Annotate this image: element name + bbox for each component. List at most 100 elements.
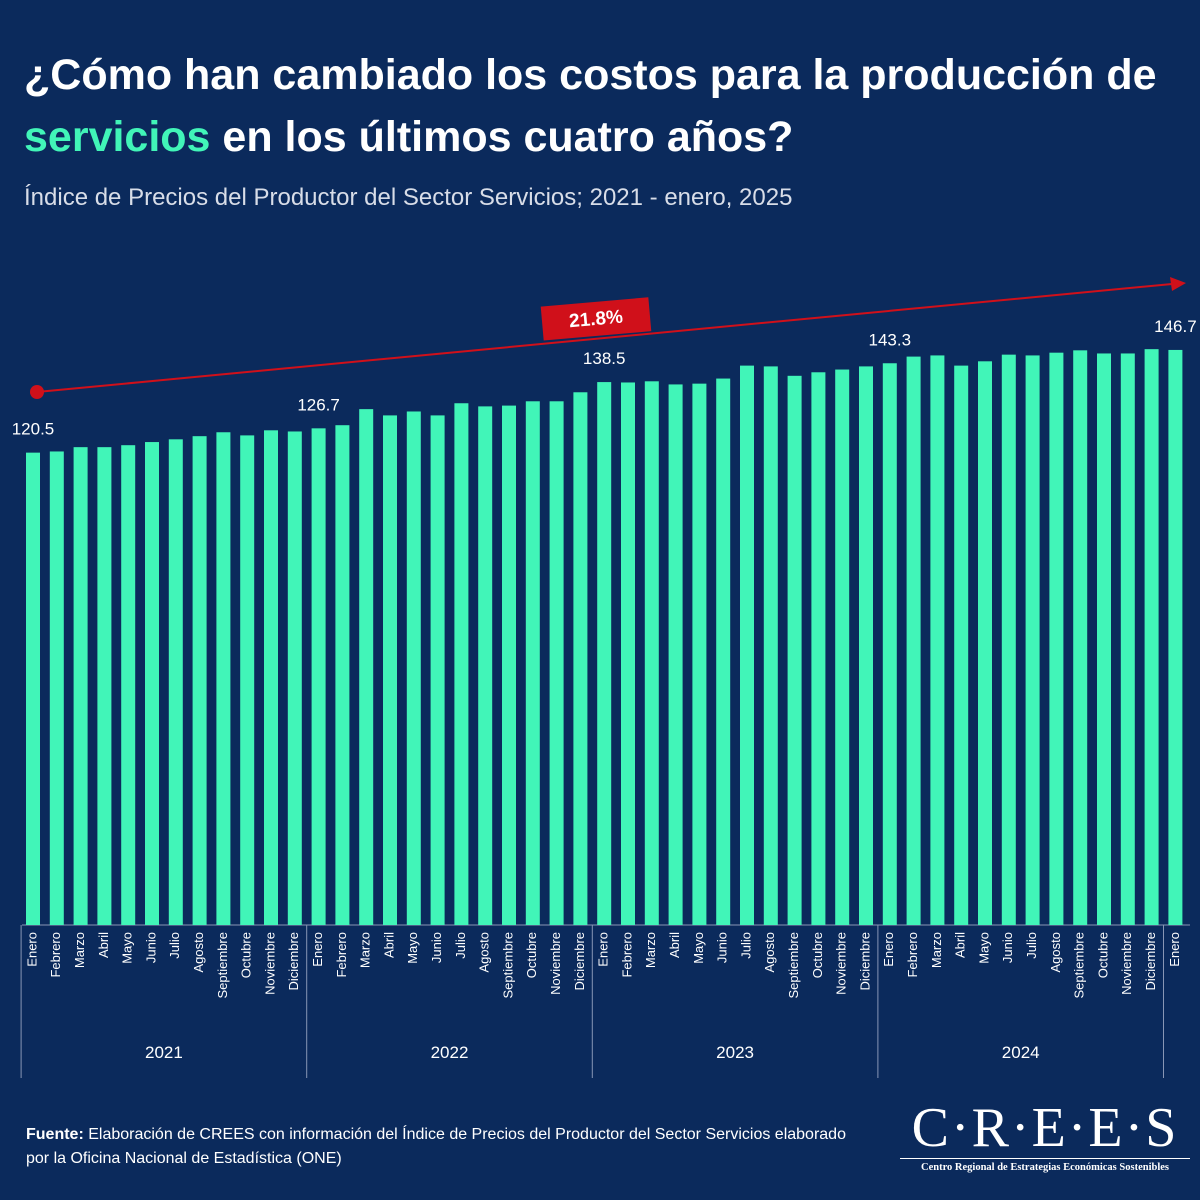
bar	[763, 366, 778, 925]
bar	[49, 451, 64, 925]
x-tick-label: Abril	[96, 932, 111, 958]
chart-subtitle: Índice de Precios del Productor del Sect…	[24, 184, 793, 211]
annotation-box: 21.8%	[540, 297, 652, 341]
group-label: 2024	[1002, 1043, 1040, 1062]
x-tick-label: Enero	[310, 932, 325, 967]
bar	[597, 382, 612, 926]
bar	[1120, 353, 1135, 925]
chart-title: ¿Cómo han cambiado los costos para la pr…	[24, 44, 1184, 168]
bar	[811, 372, 826, 925]
chart: 21.8% Enero 120.5 Febrero Marzo Abril Mayo Jun…	[12, 277, 1197, 1078]
x-tick-label: Junio	[715, 932, 730, 963]
bar	[502, 405, 516, 926]
bar	[882, 363, 897, 925]
bar	[145, 442, 159, 925]
x-tick-label: Marzo	[929, 932, 944, 968]
x-tick-label: Abril	[381, 932, 396, 958]
source-text: Elaboración de CREES con información del…	[26, 1126, 846, 1167]
bar	[287, 431, 302, 925]
title-part: en los últimos cuatro años?	[210, 113, 794, 161]
footer: Fuente: Elaboración de CREES con informa…	[26, 1123, 846, 1171]
x-tick-label: Agosto	[762, 932, 777, 972]
x-tick-label: Junio	[429, 932, 444, 963]
x-tick-label: Mayo	[405, 932, 420, 964]
x-tick-label: Abril	[667, 932, 682, 958]
bar	[1025, 355, 1040, 925]
x-tick-label: Enero	[881, 932, 896, 967]
bar	[668, 384, 683, 925]
bar	[716, 378, 731, 925]
bar	[1097, 353, 1111, 925]
x-tick-label: Noviembre	[1119, 932, 1134, 995]
x-tick-label: Agosto	[191, 932, 206, 972]
bar	[930, 355, 945, 925]
x-tick-label: Noviembre	[548, 932, 563, 995]
arrow-head	[1170, 277, 1186, 291]
bar	[978, 361, 992, 926]
annotation-bg	[540, 297, 652, 341]
value-label: 120.5	[12, 420, 55, 439]
x-tick-label: Marzo	[358, 932, 373, 968]
bar	[240, 435, 255, 925]
x-tick-label: Diciembre	[286, 932, 301, 991]
title-highlight: servicios	[24, 113, 211, 161]
x-tick-label: Septiembre	[786, 932, 801, 998]
group-label: 2022	[431, 1043, 469, 1062]
x-tick-label: Octubre	[1095, 932, 1110, 978]
bar	[644, 381, 659, 925]
bar	[192, 436, 207, 925]
source-label: Fuente:	[26, 1126, 84, 1143]
bar	[406, 411, 421, 926]
bar	[549, 401, 564, 926]
bar	[311, 428, 326, 925]
x-tick-label: Marzo	[643, 932, 658, 968]
bar	[1144, 349, 1159, 926]
bar	[26, 452, 40, 925]
x-tick-label: Octubre	[810, 932, 825, 978]
x-tick-label: Mayo	[120, 932, 135, 964]
x-tick-label: Diciembre	[857, 932, 872, 991]
logo: C·R·E·E·S Centro Regional de Estrategias …	[900, 1098, 1190, 1173]
x-tick-label: Febrero	[48, 932, 63, 978]
x-tick-label: Mayo	[691, 932, 706, 964]
value-label: 146.7	[1154, 317, 1197, 336]
bar	[359, 409, 374, 925]
bar	[478, 406, 493, 925]
title-part: ¿Cómo han cambiado los costos para la pr…	[24, 51, 1157, 99]
x-tick-label: Febrero	[905, 932, 920, 978]
x-tick-label: Octubre	[524, 932, 539, 978]
bar	[97, 447, 112, 925]
bar	[383, 415, 397, 925]
logo-text: C·R·E·E·S	[911, 1097, 1179, 1159]
x-tick-label: Julio	[453, 932, 468, 959]
bar	[264, 430, 278, 925]
x-tick-label: Enero	[24, 932, 39, 967]
x-tick-label: Septiembre	[215, 932, 230, 998]
x-tick-label: Noviembre	[834, 932, 849, 995]
bar	[573, 392, 588, 926]
bar	[1168, 349, 1183, 925]
x-tick-label: Mayo	[976, 932, 991, 964]
value-label: 143.3	[869, 330, 912, 349]
bar	[954, 365, 969, 926]
bar	[621, 382, 635, 925]
arrow-start	[30, 385, 44, 399]
group-label: 2021	[145, 1043, 183, 1062]
x-tick-label: Julio	[1024, 932, 1039, 959]
x-tick-label: Abril	[953, 932, 968, 958]
bar	[1049, 352, 1064, 925]
x-tick-label: Febrero	[619, 932, 634, 978]
x-tick-label: Febrero	[334, 932, 349, 978]
x-tick-label: Noviembre	[262, 932, 277, 995]
x-tick-label: Enero	[596, 932, 611, 967]
x-tick-label: Octubre	[239, 932, 254, 978]
bar	[168, 439, 183, 925]
bar	[859, 366, 873, 925]
x-tick-label: Julio	[167, 932, 182, 959]
bar	[525, 401, 540, 926]
bar	[121, 445, 136, 925]
value-label: 126.7	[297, 395, 340, 414]
bar	[73, 447, 88, 925]
x-tick-label: Enero	[1167, 932, 1182, 967]
